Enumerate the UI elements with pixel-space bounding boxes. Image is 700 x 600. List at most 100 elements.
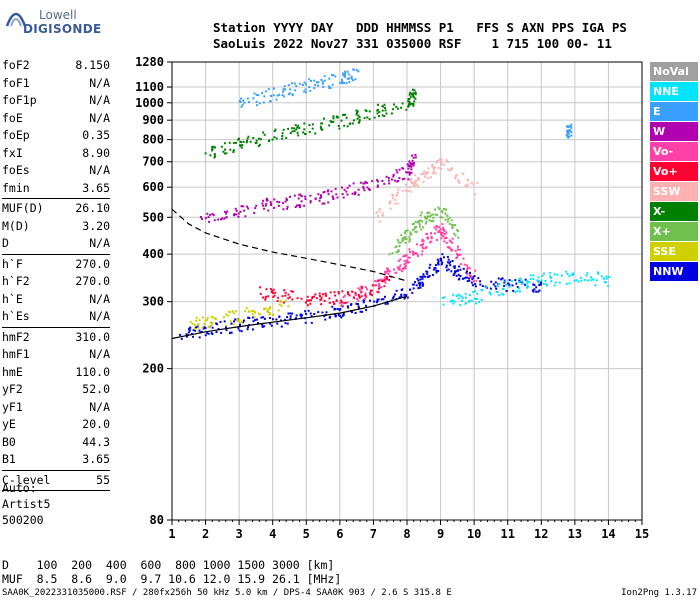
data-point — [261, 325, 264, 328]
data-point — [308, 131, 311, 133]
data-point — [441, 211, 444, 214]
data-point — [291, 312, 294, 315]
param-row: B1 3.65 — [2, 451, 110, 469]
data-point — [351, 192, 354, 195]
data-point — [227, 314, 230, 317]
data-point — [321, 202, 324, 205]
data-point — [376, 112, 379, 115]
data-point — [293, 127, 296, 130]
data-point — [424, 175, 427, 178]
data-point — [198, 336, 201, 339]
data-point — [442, 303, 445, 306]
param-name: h`Es — [2, 309, 30, 323]
data-point — [248, 101, 250, 104]
data-point — [466, 183, 469, 186]
data-point — [211, 213, 214, 215]
data-point — [230, 322, 233, 325]
data-point — [437, 166, 440, 169]
data-point — [323, 117, 325, 120]
data-point — [401, 167, 404, 170]
data-point — [442, 226, 445, 229]
data-point — [386, 302, 389, 305]
param-row: fmin 3.65 — [2, 180, 110, 198]
data-point — [568, 125, 571, 128]
data-point — [406, 163, 409, 166]
data-point — [320, 303, 323, 306]
data-point — [424, 222, 427, 225]
data-point — [365, 309, 368, 312]
data-point — [384, 276, 387, 279]
data-point — [568, 282, 571, 285]
data-point — [515, 282, 518, 285]
data-point — [402, 255, 405, 258]
data-point — [205, 319, 208, 321]
data-point — [456, 229, 459, 232]
data-point — [461, 297, 464, 300]
data-point — [514, 279, 517, 282]
data-point — [429, 215, 431, 218]
data-point — [592, 278, 595, 281]
data-point — [328, 301, 331, 304]
data-point — [280, 325, 283, 328]
auto-label: Auto: — [2, 481, 37, 495]
data-point — [395, 193, 398, 196]
data-point — [411, 88, 414, 91]
data-point — [255, 141, 258, 144]
data-point — [393, 103, 396, 106]
data-point — [308, 124, 311, 127]
data-point — [311, 123, 314, 126]
data-point — [337, 124, 340, 127]
data-point — [413, 174, 416, 177]
data-point — [272, 288, 275, 291]
data-point — [384, 295, 386, 298]
data-point — [565, 282, 568, 285]
param-row: M(D) 3.20 — [2, 218, 110, 236]
data-point — [414, 220, 417, 223]
data-point — [328, 85, 331, 88]
data-point — [361, 310, 364, 313]
data-point — [263, 207, 266, 210]
param-name: hmF1 — [2, 347, 30, 361]
data-point — [560, 274, 563, 277]
data-point — [412, 93, 415, 96]
data-point — [239, 321, 242, 324]
data-point — [431, 165, 434, 168]
data-point — [411, 181, 413, 184]
data-point — [256, 104, 258, 107]
data-point — [369, 292, 372, 295]
data-point — [262, 296, 264, 299]
data-point — [474, 269, 477, 272]
data-point — [327, 193, 330, 196]
data-point — [535, 286, 538, 289]
data-point — [412, 92, 415, 95]
data-point — [495, 287, 498, 290]
data-point — [422, 273, 425, 276]
data-point — [375, 284, 377, 287]
data-point — [538, 284, 541, 286]
data-point — [397, 180, 400, 182]
data-point — [412, 156, 415, 159]
data-point — [335, 116, 338, 119]
data-point — [310, 80, 313, 82]
data-point — [353, 191, 356, 194]
data-point — [519, 281, 522, 283]
data-point — [252, 97, 255, 100]
data-point — [448, 262, 451, 265]
data-point — [403, 297, 406, 300]
data-point — [410, 171, 413, 174]
data-point — [532, 277, 535, 280]
data-point — [398, 296, 401, 299]
data-point — [363, 116, 366, 119]
data-point — [235, 310, 238, 313]
param-value: N/A — [89, 93, 110, 107]
data-point — [407, 189, 410, 192]
data-point — [393, 179, 396, 182]
data-point — [440, 263, 443, 266]
data-point — [324, 293, 327, 296]
data-point — [325, 311, 328, 314]
data-point — [253, 92, 256, 95]
data-point — [242, 321, 245, 324]
data-point — [332, 120, 335, 123]
param-row: foE N/A — [2, 110, 110, 128]
data-point — [328, 124, 331, 127]
